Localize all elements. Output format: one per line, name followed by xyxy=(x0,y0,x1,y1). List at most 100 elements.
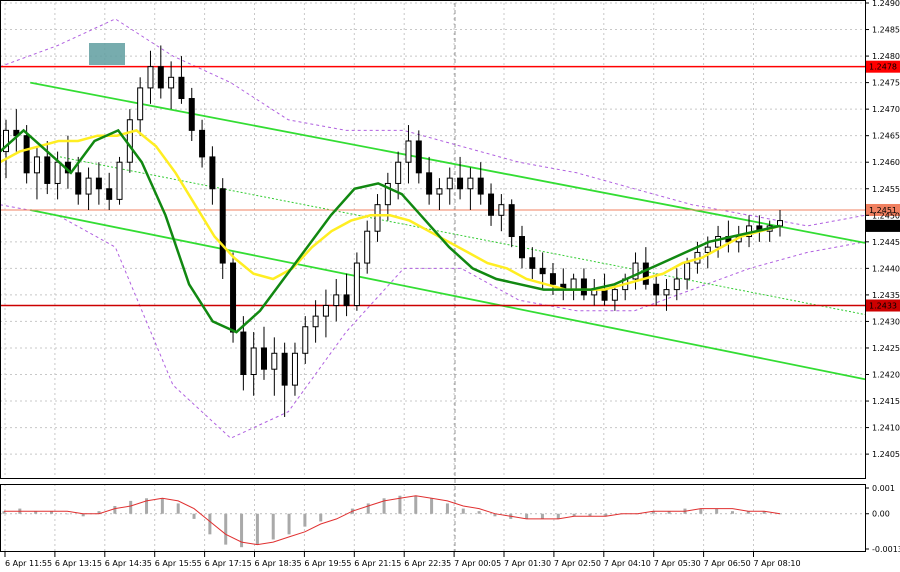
candle-body xyxy=(364,230,371,264)
candlesticks xyxy=(3,45,783,417)
osc-histogram-bar xyxy=(382,498,386,514)
osc-histogram-bar xyxy=(65,513,69,515)
osc-histogram-bar xyxy=(430,498,434,514)
candle-body xyxy=(333,294,340,307)
y-tick-label: 1.2415 xyxy=(872,397,900,406)
candle-body xyxy=(601,289,608,301)
x-tick-label: 7 Apr 08:10 xyxy=(754,559,801,568)
moving-averages xyxy=(0,128,781,334)
channel-line xyxy=(30,81,866,244)
candle-body xyxy=(199,129,206,158)
osc-histogram-bar xyxy=(50,511,54,514)
candle-body xyxy=(230,262,237,333)
y-tick-label: 1.2475 xyxy=(872,79,900,88)
candle-body xyxy=(240,331,247,376)
osc-histogram-bar xyxy=(414,495,418,514)
candle-body xyxy=(663,289,670,296)
candle-body xyxy=(653,283,660,296)
osc-histogram-bar xyxy=(398,495,402,514)
candle-body xyxy=(353,262,360,307)
y-tick-label: 1.2490 xyxy=(872,0,900,8)
candle-body xyxy=(75,172,82,195)
candle-body xyxy=(477,177,484,195)
y-tick-label: 1.2440 xyxy=(872,264,900,273)
osc-histogram-bar xyxy=(176,503,180,514)
price-tag-label: 1.2433 xyxy=(869,302,897,311)
candle-body xyxy=(570,278,577,291)
candle-body xyxy=(250,347,257,376)
grid xyxy=(0,2,865,552)
osc-histogram-bar xyxy=(572,513,576,517)
osc-histogram-bar xyxy=(192,513,196,519)
osc-histogram-bar xyxy=(746,511,750,514)
osc-histogram-bar xyxy=(556,513,560,519)
osc-histogram-bar xyxy=(287,513,291,535)
osc-histogram-bar xyxy=(445,503,449,514)
osc-histogram-bar xyxy=(366,503,370,514)
horizontal-levels: 1.2478 1.2433 1.2451 1.2448 xyxy=(0,60,900,312)
x-tick-label: 6 Apr 21:15 xyxy=(354,559,401,568)
x-tick-label: 7 Apr 05:30 xyxy=(654,559,701,568)
candle-body xyxy=(715,236,722,248)
candle-body xyxy=(157,66,164,89)
osc-histogram-bar xyxy=(588,513,592,517)
price-tag-bg xyxy=(866,203,900,216)
osc-histogram-bar xyxy=(319,513,323,522)
candle-body xyxy=(642,262,649,285)
osc-histogram-bar xyxy=(461,508,465,514)
candle-body xyxy=(312,315,319,328)
candle-body xyxy=(704,246,711,253)
y-tick-label: 1.2410 xyxy=(872,424,900,433)
y-tick-label: 1.2470 xyxy=(872,105,900,114)
price-tag-bg xyxy=(866,219,900,232)
y-tick-label: 1.2405 xyxy=(872,450,900,459)
candle-body xyxy=(549,273,556,285)
candle-body xyxy=(106,188,113,200)
candle-body xyxy=(529,257,536,269)
candle-body xyxy=(684,262,691,280)
candle-body xyxy=(168,76,175,89)
y-tick-label: 1.2450 xyxy=(872,211,900,220)
candle-body xyxy=(95,177,102,190)
channel-midline xyxy=(59,156,866,316)
x-tick-label: 7 Apr 01:30 xyxy=(504,559,551,568)
osc-histogram-bar xyxy=(81,513,85,517)
oscillator-panel xyxy=(0,495,865,548)
osc-tick-label: 0.00 xyxy=(872,510,890,519)
x-tick-label: 7 Apr 06:50 xyxy=(704,559,751,568)
y-tick-label: 1.2460 xyxy=(872,158,900,167)
osc-histogram-bar xyxy=(2,511,6,514)
candle-body xyxy=(178,76,185,100)
price-tag-label: 1.2478 xyxy=(869,63,897,72)
candle-body xyxy=(261,347,267,370)
candle-body xyxy=(457,177,464,190)
bollinger-lower-line xyxy=(0,204,866,439)
osc-histogram-bar xyxy=(699,508,703,514)
candle-body xyxy=(519,236,525,259)
candle-body xyxy=(467,177,474,190)
x-tick-label: 6 Apr 19:55 xyxy=(304,559,351,568)
osc-histogram-bar xyxy=(778,513,782,515)
candle-body xyxy=(281,352,288,386)
price-channel xyxy=(30,81,866,381)
candle-body xyxy=(446,177,453,190)
candle-body xyxy=(116,161,123,200)
x-tick-label: 6 Apr 11:55 xyxy=(5,559,52,568)
candle-body xyxy=(498,204,505,216)
osc-histogram-bar xyxy=(34,511,38,514)
osc-histogram-bar xyxy=(667,511,671,514)
osc-histogram-bar xyxy=(113,506,117,514)
x-tick-label: 7 Apr 02:50 xyxy=(554,559,601,568)
y-tick-label: 1.2445 xyxy=(872,238,900,247)
osc-signal-line xyxy=(4,495,781,546)
y-tick-label: 1.2485 xyxy=(872,26,900,35)
candle-body xyxy=(219,188,226,264)
osc-tick-label: -0.00137 xyxy=(872,545,900,554)
candle-body xyxy=(374,204,381,232)
candle-body xyxy=(209,156,216,190)
fast-moving-average xyxy=(0,128,781,334)
candle-body xyxy=(384,182,391,206)
candle-body xyxy=(271,352,278,370)
